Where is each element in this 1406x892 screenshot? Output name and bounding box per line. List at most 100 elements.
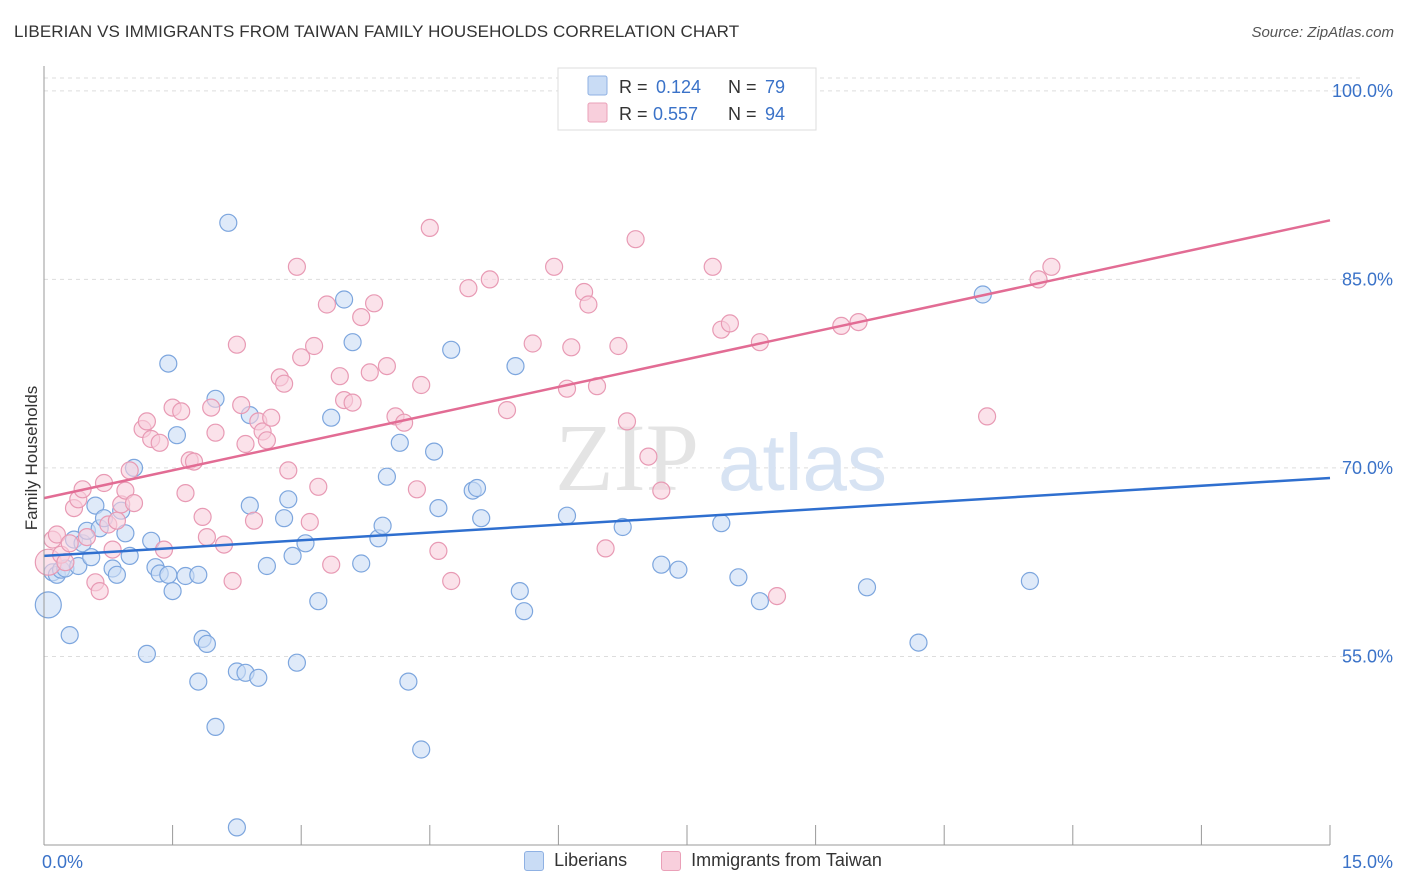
point-liberians[interactable] (107, 565, 127, 584)
point-taiwan[interactable] (544, 257, 564, 276)
point-taiwan[interactable] (596, 539, 615, 558)
point-taiwan[interactable] (257, 431, 276, 450)
point-taiwan[interactable] (56, 553, 75, 572)
point-taiwan[interactable] (365, 294, 384, 313)
point-liberians[interactable] (257, 556, 276, 576)
point-liberians[interactable] (279, 490, 298, 509)
point-taiwan[interactable] (343, 393, 362, 412)
point-taiwan[interactable] (232, 396, 251, 415)
point-liberians[interactable] (750, 592, 770, 611)
point-liberians[interactable] (34, 591, 62, 619)
point-taiwan[interactable] (172, 402, 191, 421)
point-taiwan[interactable] (322, 555, 341, 574)
point-liberians[interactable] (206, 717, 225, 737)
point-taiwan[interactable] (377, 357, 396, 376)
point-liberians[interactable] (613, 517, 632, 537)
point-liberians[interactable] (909, 633, 928, 652)
point-taiwan[interactable] (703, 257, 722, 276)
point-liberians[interactable] (275, 509, 294, 528)
point-liberians[interactable] (189, 672, 208, 691)
point-taiwan[interactable] (90, 581, 109, 601)
point-liberians[interactable] (429, 499, 448, 518)
point-liberians[interactable] (506, 357, 525, 376)
point-taiwan[interactable] (206, 423, 225, 442)
point-taiwan[interactable] (287, 257, 306, 276)
point-taiwan[interactable] (176, 484, 195, 503)
point-liberians[interactable] (510, 581, 529, 601)
point-taiwan[interactable] (107, 511, 127, 530)
point-liberians[interactable] (287, 653, 306, 672)
point-taiwan[interactable] (227, 335, 246, 354)
legend-item-taiwan[interactable]: Immigrants from Taiwan (661, 850, 882, 871)
point-taiwan[interactable] (977, 407, 997, 426)
point-taiwan[interactable] (1042, 257, 1061, 276)
point-liberians[interactable] (412, 740, 431, 759)
point-taiwan[interactable] (244, 511, 264, 530)
point-taiwan[interactable] (137, 412, 156, 431)
point-taiwan[interactable] (309, 477, 328, 496)
point-liberians[interactable] (352, 554, 371, 573)
point-liberians[interactable] (373, 516, 392, 535)
point-taiwan[interactable] (292, 348, 311, 367)
point-taiwan[interactable] (459, 279, 478, 298)
point-liberians[interactable] (159, 354, 178, 373)
point-taiwan[interactable] (116, 481, 135, 500)
point-taiwan[interactable] (617, 412, 637, 431)
point-liberians[interactable] (857, 578, 877, 597)
point-taiwan[interactable] (330, 367, 349, 386)
point-liberians[interactable] (729, 568, 748, 587)
point-taiwan[interactable] (197, 527, 216, 547)
point-liberians[interactable] (283, 546, 302, 566)
point-liberians[interactable] (227, 818, 246, 837)
point-taiwan[interactable] (480, 270, 499, 289)
point-taiwan[interactable] (767, 586, 787, 606)
point-taiwan[interactable] (523, 334, 542, 353)
point-taiwan[interactable] (223, 571, 242, 591)
point-liberians[interactable] (159, 565, 178, 584)
point-liberians[interactable] (197, 634, 216, 654)
point-taiwan[interactable] (407, 480, 426, 499)
point-liberians[interactable] (86, 496, 105, 515)
point-liberians[interactable] (343, 333, 362, 352)
point-taiwan[interactable] (77, 527, 97, 547)
point-taiwan[interactable] (262, 408, 281, 427)
point-taiwan[interactable] (412, 375, 431, 395)
point-liberians[interactable] (335, 290, 354, 309)
point-liberians[interactable] (442, 340, 461, 359)
point-liberians[interactable] (60, 625, 79, 645)
point-liberians[interactable] (137, 644, 156, 664)
point-liberians[interactable] (1020, 571, 1040, 591)
point-liberians[interactable] (652, 555, 671, 574)
point-liberians[interactable] (467, 478, 487, 498)
point-taiwan[interactable] (352, 308, 371, 327)
point-taiwan[interactable] (360, 363, 379, 382)
point-liberians[interactable] (116, 524, 135, 543)
point-taiwan[interactable] (124, 494, 144, 513)
point-taiwan[interactable] (652, 481, 671, 500)
point-taiwan[interactable] (202, 398, 221, 417)
point-taiwan[interactable] (279, 461, 298, 480)
point-taiwan[interactable] (236, 434, 255, 454)
point-liberians[interactable] (219, 213, 238, 232)
point-liberians[interactable] (309, 592, 328, 611)
point-taiwan[interactable] (609, 336, 628, 356)
point-taiwan[interactable] (300, 512, 319, 532)
point-taiwan[interactable] (429, 541, 448, 561)
point-liberians[interactable] (557, 506, 577, 525)
point-taiwan[interactable] (103, 540, 122, 559)
point-liberians[interactable] (240, 496, 259, 515)
point-taiwan[interactable] (720, 314, 740, 333)
point-liberians[interactable] (669, 560, 688, 579)
point-taiwan[interactable] (150, 433, 169, 452)
point-liberians[interactable] (472, 509, 491, 528)
point-liberians[interactable] (712, 514, 731, 533)
point-taiwan[interactable] (420, 218, 439, 237)
point-liberians[interactable] (322, 408, 341, 427)
legend-item-liberians[interactable]: Liberians (524, 850, 627, 871)
point-taiwan[interactable] (579, 295, 598, 314)
point-taiwan[interactable] (497, 401, 517, 420)
point-taiwan[interactable] (120, 461, 139, 480)
point-liberians[interactable] (399, 672, 418, 691)
point-liberians[interactable] (377, 467, 396, 486)
point-liberians[interactable] (296, 534, 315, 553)
